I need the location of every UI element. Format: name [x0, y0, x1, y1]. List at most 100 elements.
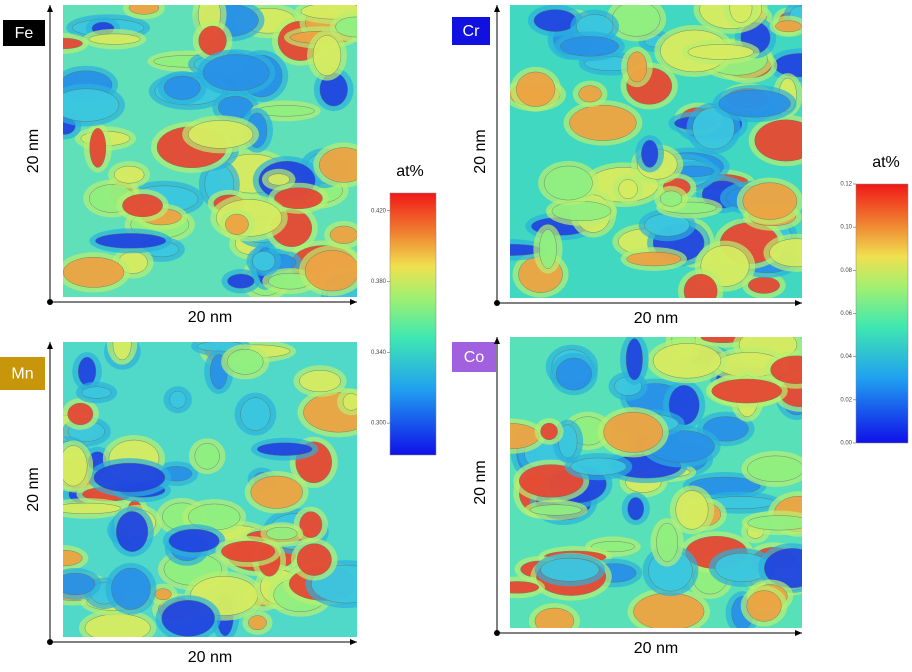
contour-blob: [304, 250, 357, 292]
contour-blob: [95, 233, 167, 249]
contour-blob: [226, 349, 264, 375]
contour-blob: [300, 5, 357, 20]
contour-blob: [683, 273, 718, 298]
y-axis-label: 20 nm: [25, 467, 42, 511]
element-box: [452, 342, 496, 372]
colorbar-tick-label: 0.04: [840, 354, 852, 360]
contour-blob: [510, 581, 540, 594]
colorbar-tick-label: 0.08: [840, 268, 852, 274]
element-label: Mn: [11, 366, 33, 383]
contour-blob: [539, 229, 557, 269]
contour-blob: [329, 225, 357, 244]
contour-blob: [63, 549, 83, 567]
contour-blob: [111, 567, 151, 610]
contour-blob: [764, 548, 802, 589]
contour-blob: [240, 397, 271, 431]
contour-blob: [81, 386, 112, 399]
contour-blob: [163, 75, 201, 100]
element-label: Fe: [15, 25, 34, 42]
contour-blob: [773, 53, 802, 78]
contour-blob: [154, 588, 172, 601]
contour-blob: [529, 504, 582, 516]
contour-blob: [533, 9, 577, 32]
colorbar-tick-label: 0.10: [840, 225, 852, 231]
contour-blob: [227, 273, 255, 289]
contour-blob: [754, 119, 802, 162]
contour-blob: [225, 213, 249, 235]
contour-blob: [221, 540, 276, 563]
y-axis-label: 20 nm: [472, 129, 489, 173]
contour-blob: [555, 357, 592, 391]
contour-blob: [578, 85, 602, 103]
axis-origin: [494, 300, 500, 306]
contour-blob: [299, 370, 341, 393]
contour-blob: [252, 251, 276, 272]
element-box: [0, 357, 45, 390]
contour-blob: [560, 36, 619, 57]
contour-blob: [299, 511, 323, 538]
contour-blob: [652, 343, 722, 379]
map-content: [510, 5, 802, 298]
colorbar: at% 0.300 0.340 0.380 0.420: [371, 163, 437, 456]
contour-blob: [625, 338, 643, 381]
x-axis-label: 20 nm: [634, 310, 678, 327]
contour-blob: [113, 165, 145, 184]
contour-blob: [67, 402, 94, 426]
contour-blob: [675, 490, 709, 530]
contour-blob: [63, 572, 96, 596]
contour-blob: [267, 173, 290, 186]
contour-blob: [198, 25, 227, 56]
contour-blob: [618, 179, 638, 199]
element-label: Cr: [463, 23, 481, 40]
contour-map: Mn 20 nm 20 nm: [0, 342, 357, 666]
contour-blob: [570, 457, 627, 476]
contour-blob: [656, 522, 678, 562]
element-box: [3, 20, 45, 46]
contour-blob: [747, 515, 802, 531]
map-content: [63, 5, 357, 297]
contour-blob: [626, 51, 647, 83]
y-axis-label: 20 nm: [472, 460, 489, 504]
contour-blob: [63, 256, 125, 288]
contour-blob: [510, 423, 540, 450]
contour-blob: [89, 128, 107, 168]
contour-blob: [702, 416, 749, 442]
colorbar-tick-label: 0.380: [371, 279, 387, 285]
contour-blob: [660, 190, 683, 207]
contour-blob: [319, 147, 357, 183]
x-axis-label: 20 nm: [188, 309, 232, 326]
contour-blob: [78, 356, 97, 386]
contour-blob: [612, 5, 661, 37]
contour-blob: [540, 422, 558, 440]
contour-blob: [312, 35, 342, 76]
contour-blob: [534, 607, 575, 628]
contour-blob: [250, 475, 303, 509]
colorbar-gradient: [855, 183, 909, 444]
contour-blob: [543, 165, 593, 201]
axis-origin: [47, 299, 53, 305]
contour-blob: [747, 455, 802, 483]
contour-map: Co 20 nm 20 nm: [452, 337, 802, 657]
contour-blob: [518, 464, 584, 498]
contour-blob: [626, 251, 682, 267]
x-axis-label: 20 nm: [188, 649, 232, 666]
contour-blob: [296, 543, 332, 576]
contour-blob: [63, 502, 121, 514]
contour-blob: [692, 107, 735, 150]
contour-blob: [168, 528, 220, 553]
element-label: Co: [464, 349, 485, 366]
x-axis-label: 20 nm: [634, 640, 678, 657]
contour-blob: [112, 342, 132, 361]
contour-blob: [202, 54, 270, 91]
contour-blob: [248, 615, 267, 631]
element-box: [452, 17, 490, 45]
colorbar-tick-label: 0.12: [840, 182, 852, 188]
contour-blob: [342, 393, 357, 411]
contour-blob: [63, 37, 83, 50]
colorbar: at% 0.00 0.02 0.04 0.06 0.08 0.10 0.12: [840, 154, 909, 447]
contour-blob: [194, 443, 220, 470]
colorbar-title: at%: [396, 163, 424, 180]
colorbar-tick-label: 0.340: [371, 350, 387, 356]
contour-blob: [84, 613, 151, 637]
colorbar-title: at%: [872, 154, 900, 171]
